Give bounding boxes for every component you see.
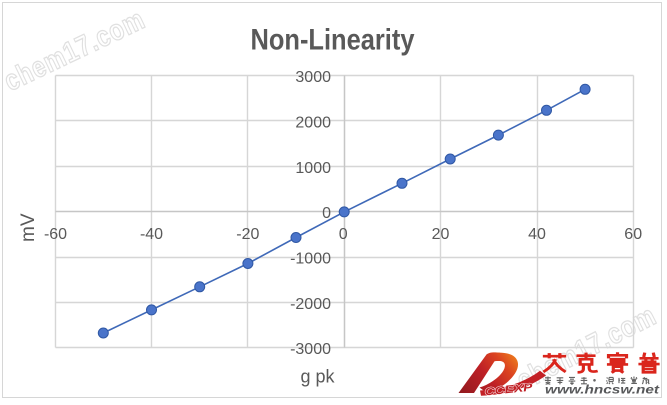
svg-text:3000: 3000 [295,69,331,86]
svg-text:-1000: -1000 [290,251,331,268]
svg-text:-3000: -3000 [290,341,331,358]
svg-text:60: 60 [624,226,642,243]
svg-text:CCEXP: CCEXP [484,381,534,398]
svg-text:1000: 1000 [295,160,331,177]
svg-text:2000: 2000 [295,115,331,132]
svg-text:-60: -60 [44,226,67,243]
svg-text:Non-Linearity: Non-Linearity [251,24,415,57]
svg-text:-40: -40 [140,226,163,243]
svg-text:www.hncsw.net: www.hncsw.net [545,383,660,397]
svg-text:g pk: g pk [301,367,336,387]
svg-text:-20: -20 [236,226,259,243]
svg-text:40: 40 [528,226,546,243]
svg-text:-2000: -2000 [290,296,331,313]
svg-text:0: 0 [339,226,348,243]
svg-text:20: 20 [432,226,450,243]
svg-text:mV: mV [18,213,39,242]
svg-text:0: 0 [322,205,331,222]
